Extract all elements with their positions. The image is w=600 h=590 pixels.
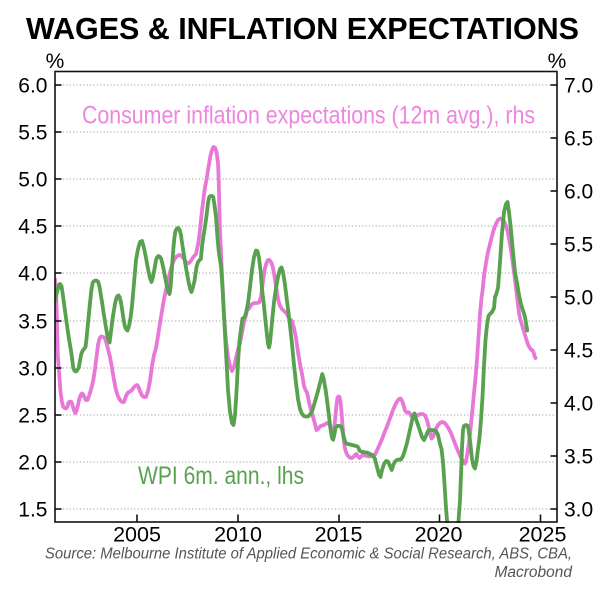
svg-text:4.0: 4.0 [564, 393, 593, 416]
svg-text:3.5: 3.5 [18, 311, 47, 334]
svg-text:3.0: 3.0 [18, 358, 47, 381]
svg-text:Source: Melbourne Institute of: Source: Melbourne Institute of Applied E… [45, 546, 572, 563]
svg-text:2020: 2020 [415, 523, 463, 547]
svg-text:5.0: 5.0 [18, 169, 47, 192]
svg-text:%: % [548, 50, 567, 73]
svg-text:1.5: 1.5 [18, 499, 47, 522]
svg-text:6.5: 6.5 [564, 128, 593, 151]
svg-text:%: % [46, 50, 65, 73]
svg-text:2015: 2015 [315, 523, 363, 547]
svg-text:4.5: 4.5 [18, 216, 47, 239]
svg-text:5.5: 5.5 [18, 122, 47, 145]
svg-text:2005: 2005 [113, 523, 161, 547]
svg-text:2025: 2025 [519, 523, 567, 547]
svg-text:4.5: 4.5 [564, 340, 593, 363]
svg-text:6.0: 6.0 [564, 181, 593, 204]
svg-text:2.0: 2.0 [18, 452, 47, 475]
svg-text:WPI 6m. ann., lhs: WPI 6m. ann., lhs [138, 462, 304, 490]
svg-text:5.0: 5.0 [564, 287, 593, 310]
svg-text:Macrobond: Macrobond [494, 564, 573, 581]
svg-text:6.0: 6.0 [18, 75, 47, 98]
svg-text:3.0: 3.0 [564, 499, 593, 522]
svg-text:3.5: 3.5 [564, 446, 593, 469]
svg-text:2.5: 2.5 [18, 405, 47, 428]
svg-text:2010: 2010 [214, 523, 262, 547]
svg-text:7.0: 7.0 [564, 75, 593, 98]
svg-text:WAGES & INFLATION EXPECTATIONS: WAGES & INFLATION EXPECTATIONS [26, 12, 579, 46]
svg-text:5.5: 5.5 [564, 234, 593, 257]
svg-text:4.0: 4.0 [18, 263, 47, 286]
svg-text:Consumer inflation expectation: Consumer inflation expectations (12m avg… [82, 102, 535, 130]
